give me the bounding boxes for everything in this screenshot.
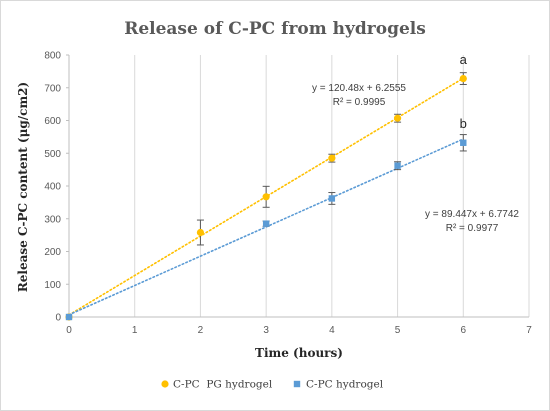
- y-tick-label-800: 800: [44, 51, 61, 62]
- x-tick-label-4: 4: [329, 325, 335, 336]
- y-tick-label-600: 600: [44, 116, 61, 127]
- axes: 0 1 2 3 4 5 6 7 0 100 200 300 400 500 600 700 800: [44, 51, 532, 337]
- y-axis-title: Release C-PC content (μg/cm2): [16, 82, 30, 292]
- point-hydrogel-0: [65, 313, 73, 321]
- grid: [134, 55, 530, 317]
- y-tick-label-700: 700: [44, 83, 61, 94]
- r2-hydrogel: R² = 0.9977: [446, 223, 499, 234]
- legend-marker-pg-hydrogel: [161, 380, 169, 388]
- x-tick-label-6: 6: [461, 325, 467, 336]
- legend: C-PC PG hydrogel C-PC hydrogel: [161, 379, 384, 391]
- significance-letter-a: a: [460, 52, 468, 67]
- x-axis-title: Time (hours): [255, 346, 343, 360]
- legend-label-hydrogel: C-PC hydrogel: [306, 379, 384, 391]
- y-tick-label-500: 500: [44, 149, 61, 160]
- y-tick-label-100: 100: [44, 280, 61, 291]
- significance-letter-b: b: [460, 116, 467, 131]
- y-tick-label-200: 200: [44, 247, 61, 258]
- x-tick-label-5: 5: [395, 325, 401, 336]
- x-tick-label-7: 7: [526, 325, 532, 336]
- y-tick-label-300: 300: [44, 214, 61, 225]
- point-pg-hydrogel-2: [196, 228, 205, 237]
- point-hydrogel-6: [460, 139, 467, 146]
- legend-marker-hydrogel: [293, 380, 301, 388]
- y-tick-label-0: 0: [55, 313, 61, 324]
- point-hydrogel-4: [328, 195, 336, 202]
- point-pg-hydrogel-3: [262, 193, 270, 201]
- equation-pg-hydrogel: y = 120.48x + 6.2555: [312, 83, 406, 94]
- legend-label-pg-hydrogel: C-PC PG hydrogel: [173, 379, 273, 391]
- y-tick-label-400: 400: [44, 182, 61, 193]
- point-pg-hydrogel-6: [459, 74, 467, 83]
- point-pg-hydrogel-5: [393, 114, 402, 122]
- equation-hydrogel: y = 89.447x + 6.7742: [425, 209, 519, 220]
- point-pg-hydrogel-4: [328, 154, 336, 162]
- r2-pg-hydrogel: R² = 0.9995: [333, 97, 386, 108]
- annotations: y = 120.48x + 6.2555 R² = 0.9995 y = 89.44…: [312, 52, 519, 234]
- point-hydrogel-3: [262, 220, 270, 227]
- point-hydrogel-5: [394, 162, 401, 169]
- x-tick-label-0: 0: [66, 325, 72, 336]
- data-markers: [65, 74, 467, 321]
- x-tick-label-3: 3: [263, 325, 269, 336]
- x-tick-label-2: 2: [198, 325, 204, 336]
- x-tick-label-1: 1: [132, 325, 138, 336]
- chart-title: Release of C-PC from hydrogels: [124, 19, 426, 39]
